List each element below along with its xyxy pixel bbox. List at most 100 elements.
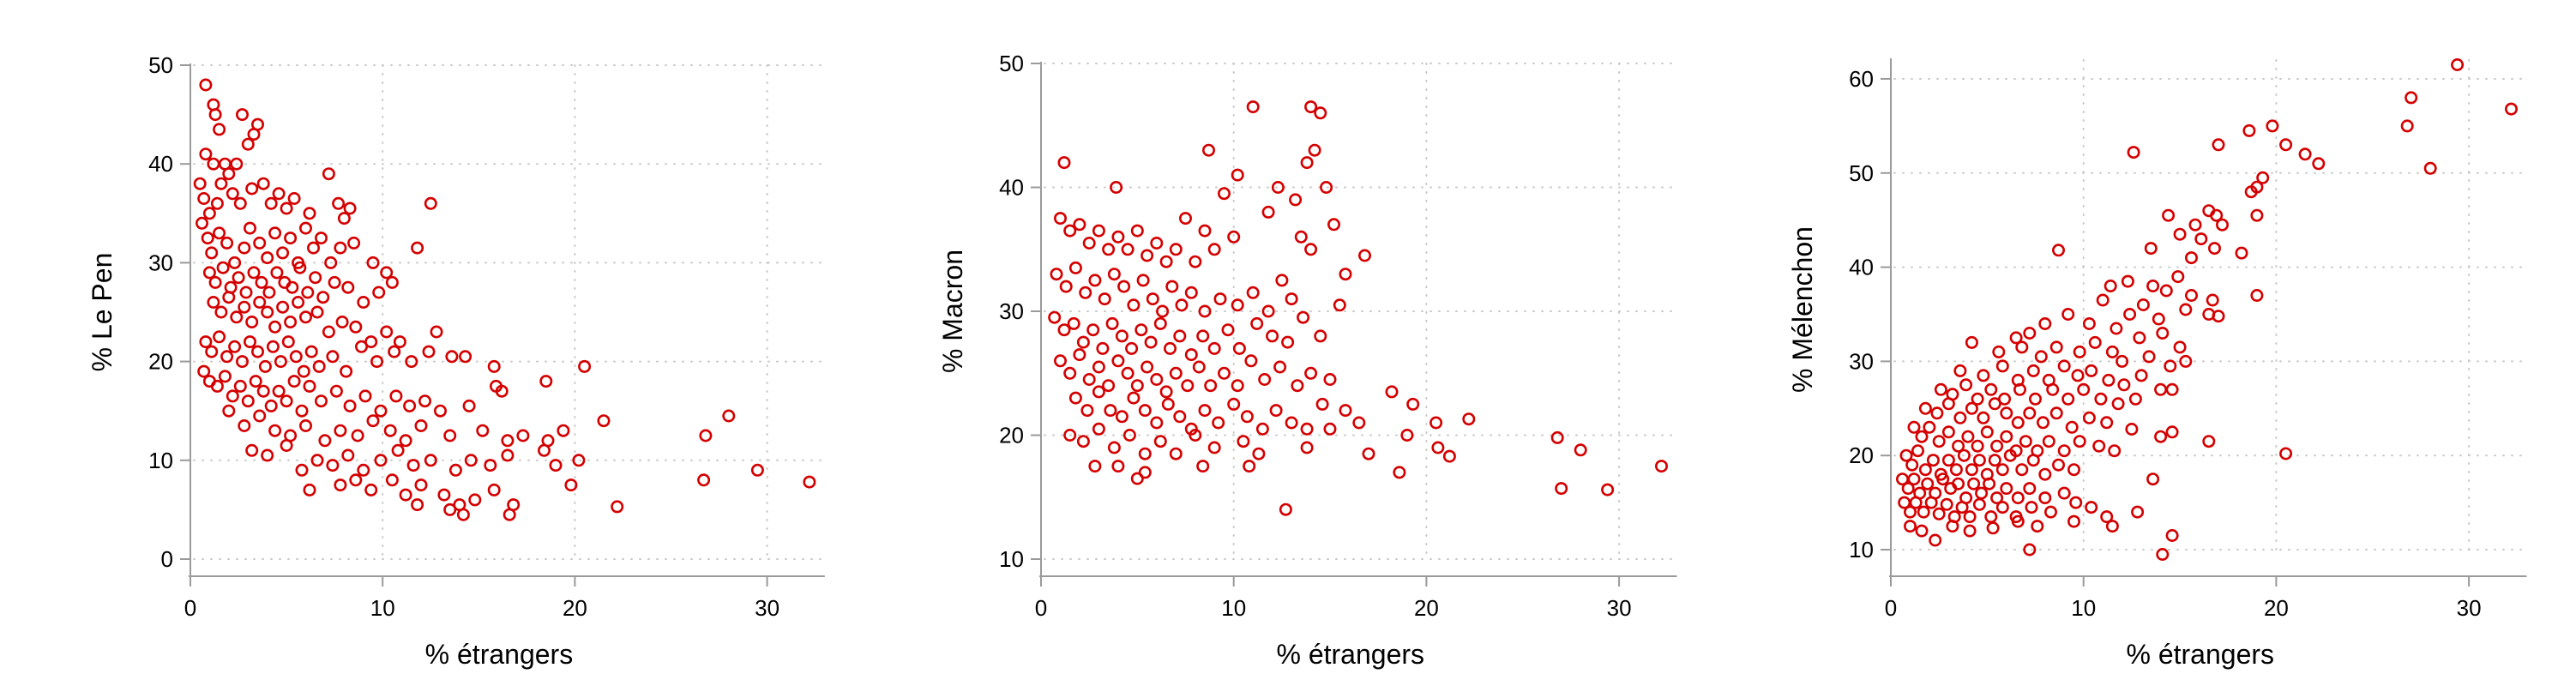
data-point	[501, 434, 515, 448]
data-point	[424, 196, 437, 210]
data-point	[1431, 441, 1445, 454]
data-point	[2165, 528, 2179, 542]
data-point	[243, 335, 256, 349]
data-point	[1291, 379, 1304, 393]
data-point	[2049, 406, 2063, 420]
data-point	[1068, 391, 1082, 405]
data-point	[1088, 274, 1102, 287]
data-point	[318, 434, 332, 448]
data-point	[2082, 316, 2096, 330]
data-point	[2104, 279, 2117, 292]
data-point	[341, 280, 355, 294]
data-point	[2052, 244, 2066, 257]
data-point	[1218, 187, 1231, 201]
data-point	[1107, 268, 1121, 281]
data-point	[2123, 307, 2137, 321]
data-point	[1080, 404, 1094, 418]
data-point	[1150, 416, 1164, 430]
data-point	[1146, 292, 1159, 306]
data-point	[1574, 443, 1587, 457]
data-point	[1076, 335, 1090, 349]
y-tick-label: 30	[999, 298, 1024, 324]
data-point	[245, 182, 259, 196]
y-tick-label: 50	[148, 52, 173, 78]
data-point	[2049, 340, 2063, 354]
data-point	[539, 375, 553, 388]
data-point	[2026, 364, 2040, 377]
data-point	[1555, 482, 1568, 496]
data-point	[276, 300, 290, 314]
data-point	[2019, 435, 2032, 448]
data-point	[245, 443, 259, 457]
data-point	[1115, 329, 1129, 343]
data-point	[1984, 510, 1998, 524]
data-point	[1255, 422, 1269, 436]
data-point	[258, 359, 272, 373]
data-point	[1076, 435, 1090, 448]
data-point	[1907, 472, 1921, 486]
data-point	[2131, 505, 2145, 519]
y-tick-label: 60	[1849, 66, 1874, 92]
data-point	[2244, 185, 2258, 199]
data-point	[1159, 255, 1173, 268]
data-point	[484, 459, 497, 472]
data-point	[393, 335, 406, 349]
data-point	[245, 315, 259, 328]
data-point	[314, 232, 328, 245]
data-point	[2125, 422, 2139, 436]
data-point	[1429, 416, 1443, 430]
data-point	[332, 196, 346, 210]
data-point	[443, 502, 457, 516]
data-point	[2067, 463, 2081, 477]
data-point	[2092, 439, 2106, 453]
data-point	[2023, 326, 2037, 340]
data-point	[1279, 502, 1292, 516]
data-point	[1082, 372, 1096, 386]
data-point	[1917, 505, 1930, 519]
x-tick-label: 0	[184, 595, 196, 621]
data-point	[261, 251, 274, 265]
data-point	[301, 286, 315, 299]
data-point	[1953, 364, 1967, 377]
data-point	[1339, 404, 1352, 418]
data-point	[196, 216, 209, 230]
data-point	[214, 305, 228, 319]
data-point	[1244, 354, 1258, 368]
data-point	[256, 384, 270, 398]
data-point	[1963, 524, 1977, 538]
data-point	[208, 108, 222, 122]
data-point	[2117, 378, 2131, 392]
data-point	[1967, 477, 1981, 490]
data-point	[1192, 360, 1206, 374]
data-point	[1992, 345, 2006, 358]
panel-le-pen: 0 10 20 30 40 50 0 10 20 30 % étrangers % Le Pen	[87, 52, 826, 670]
data-point	[222, 291, 236, 304]
data-point	[261, 448, 274, 462]
data-point	[403, 399, 417, 412]
data-point	[1227, 230, 1241, 244]
data-point	[1073, 218, 1086, 232]
data-point	[1189, 428, 1202, 442]
data-point	[445, 350, 459, 364]
data-point	[1358, 249, 1372, 262]
data-point	[261, 305, 274, 319]
data-point	[2400, 119, 2414, 133]
data-point	[1207, 243, 1221, 256]
data-point	[1300, 156, 1314, 170]
data-point	[2038, 491, 2052, 505]
data-point	[443, 429, 457, 442]
data-point	[349, 473, 363, 487]
data-point	[205, 345, 219, 358]
data-point	[2250, 208, 2264, 222]
data-point	[2212, 310, 2225, 323]
data-point	[280, 438, 293, 452]
data-point	[214, 177, 228, 190]
data-point	[1990, 439, 2004, 453]
data-point	[287, 192, 301, 206]
data-point	[1300, 441, 1314, 454]
data-point	[1098, 292, 1111, 306]
data-point	[297, 364, 310, 378]
data-point	[1063, 428, 1077, 442]
data-point	[1138, 466, 1152, 479]
data-point	[2011, 491, 2025, 505]
